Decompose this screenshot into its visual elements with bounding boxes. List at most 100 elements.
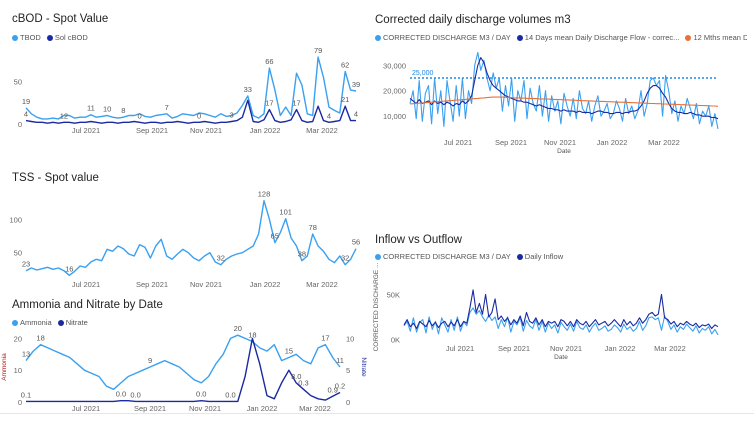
y-tick-label: 50 (14, 78, 22, 87)
legend-item-tbod[interactable]: TBOD (12, 33, 41, 42)
legend-label: TBOD (20, 33, 41, 42)
data-label: 19 (22, 97, 30, 106)
cbod-chart[interactable]: 0 50 Jul 2021 Sep 2021 Nov 2021 Jan 2022 Mar 2… (0, 40, 370, 140)
y-axis-title: CORRECTED DISCHARGE ... (373, 262, 380, 351)
data-label: 8 (121, 106, 125, 115)
legend-dot (46, 34, 53, 41)
discharge-legend[interactable]: CORRECTED DISCHARGE M3 / DAY 14 Days mea… (375, 33, 747, 42)
series-line-value (25, 199, 357, 277)
legend-item-12-mths-mean[interactable]: 12 Mths mean Daily Disch... (685, 33, 747, 42)
data-label: 39 (352, 80, 360, 89)
data-label: 11 (336, 356, 344, 365)
data-label: 0.1 (21, 390, 31, 399)
data-label: 0.0 (225, 390, 235, 399)
data-label: 7 (165, 103, 169, 112)
y2-tick-label: 10 (346, 334, 354, 343)
series-line-sol-cbod (25, 99, 356, 124)
data-label: 0.0 (130, 390, 140, 399)
y-tick-label: 0K (391, 335, 400, 344)
data-label: 0 (197, 111, 201, 120)
inflow-legend[interactable]: CORRECTED DISCHARGE M3 / DAY Daily Inflo… (375, 252, 563, 261)
legend-dot (12, 319, 18, 326)
y2-tick-label: 0 (346, 398, 350, 407)
y-tick-label: 30,000 (383, 61, 406, 70)
reference-line-label: 25,000 (412, 70, 434, 77)
data-label: 17 (321, 334, 329, 343)
discharge-chart[interactable]: 10,000 20,000 30,000 Jul 2021 Sep 2021 Nov 20… (370, 42, 750, 162)
legend-dot (57, 319, 64, 326)
data-label: 12 (60, 111, 68, 120)
legend-item-ammonia[interactable]: Ammonia (12, 318, 52, 327)
series-line-corrected-discharge-m3-day (403, 307, 719, 336)
x-tick-label: Jul 2021 (444, 138, 472, 147)
series-line-14-days-mean-daily-discharge-flow-correc (409, 57, 719, 120)
data-label: 78 (309, 223, 317, 232)
legend-label: 12 Mths mean Daily Disch... (693, 33, 747, 42)
data-label: 0.9 (327, 385, 337, 394)
data-label: 4 (354, 110, 358, 119)
data-label: 33 (244, 85, 252, 94)
legend-item-corrected-discharge[interactable]: CORRECTED DISCHARGE M3 / DAY (375, 252, 511, 261)
data-label: 79 (314, 46, 322, 55)
legend-dot (375, 34, 381, 41)
x-tick-label: Jan 2022 (597, 138, 628, 147)
legend-dot (516, 34, 523, 41)
discharge-chart-title: Corrected daily discharge volumes m3 (375, 14, 571, 26)
x-axis-title: Date (554, 354, 568, 361)
ammonia-legend[interactable]: Ammonia Nitrate (12, 318, 88, 327)
x-tick-label: Nov 2021 (550, 344, 582, 353)
x-tick-label: Jan 2022 (605, 344, 636, 353)
y-tick-label: 10 (14, 366, 22, 375)
y-tick-label: 50 (14, 249, 22, 258)
x-tick-label: Sep 2021 (495, 138, 527, 147)
x-tick-label: Jul 2021 (72, 126, 100, 135)
x-tick-label: Mar 2022 (306, 126, 338, 135)
y2-tick-label: 5 (346, 366, 350, 375)
series-line-tbod (25, 56, 357, 120)
legend-dot (685, 34, 692, 41)
data-label: 21 (341, 95, 349, 104)
legend-item-nitrate[interactable]: Nitrate (57, 318, 88, 327)
x-tick-label: Sep 2021 (136, 280, 168, 289)
y-tick-label: 0 (18, 120, 22, 129)
x-tick-label: Mar 2022 (299, 404, 331, 413)
legend-item-corrected-discharge[interactable]: CORRECTED DISCHARGE M3 / DAY (375, 33, 511, 42)
data-label: 23 (22, 260, 30, 269)
cbod-legend[interactable]: TBOD Sol cBOD (12, 33, 88, 42)
legend-item-sol-cbod[interactable]: Sol cBOD (46, 33, 88, 42)
data-label: 3 (229, 110, 233, 119)
data-label: 11 (87, 104, 95, 113)
y-axis-title: Ammonia (1, 353, 8, 381)
data-label: 4 (327, 111, 331, 120)
x-tick-label: Mar 2022 (648, 138, 680, 147)
data-label: 128 (258, 190, 271, 199)
legend-label: Sol cBOD (54, 33, 88, 42)
x-tick-label: Mar 2022 (654, 344, 686, 353)
legend-item-daily-inflow[interactable]: Daily Inflow (516, 252, 563, 261)
legend-item-14-days-mean[interactable]: 14 Days mean Daily Discharge Flow - corr… (516, 33, 679, 42)
x-tick-label: Jan 2022 (250, 280, 281, 289)
legend-label: Nitrate (65, 318, 88, 327)
y-tick-label: 50K (387, 290, 400, 299)
data-label: 4 (24, 110, 28, 119)
y2-axis-title: Nitrate (360, 357, 367, 377)
tss-chart-title: TSS - Spot value (12, 172, 99, 184)
legend-dot (12, 34, 18, 41)
data-label: 65 (271, 232, 279, 241)
x-tick-label: Sep 2021 (498, 344, 530, 353)
tss-chart[interactable]: 50 100 Jul 2021 Sep 2021 Nov 2021 Jan 2022 Mar… (0, 188, 370, 296)
data-label: 18 (248, 331, 256, 340)
page-divider (0, 413, 754, 414)
data-label: 0 (138, 111, 142, 120)
y-tick-label: 20,000 (383, 87, 406, 96)
data-label: 10 (103, 105, 111, 114)
data-label: 32 (217, 254, 225, 263)
ammonia-chart[interactable]: 0 10 20 0 5 10 Jul 2021 Sep 2021 Nov 2021 Jan 202… (0, 326, 370, 414)
inflow-chart[interactable]: 0K 50K Jul 2021 Sep 2021 Nov 2021 Jan 2022 Mar… (370, 262, 750, 364)
y-tick-label: 10,000 (383, 112, 406, 121)
data-label: 101 (279, 208, 292, 217)
series-line-12-mths-mean-daily-disch (409, 96, 719, 107)
data-label: 13 (22, 350, 30, 359)
data-label: 0.2 (335, 381, 345, 390)
ammonia-chart-title: Ammonia and Nitrate by Date (12, 299, 163, 311)
